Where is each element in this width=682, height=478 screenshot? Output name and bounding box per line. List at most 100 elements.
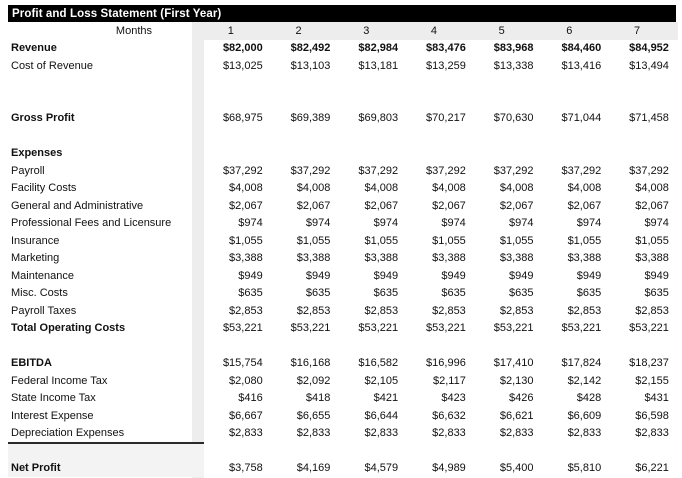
row-values: $3,388 $3,388 $3,388 $3,388 $3,388 $3,388 $3,3… [204, 250, 678, 268]
cell-month-6: $428 [576, 392, 602, 405]
row-values [204, 145, 678, 163]
cell-month-7: $431 [644, 392, 669, 405]
cell-month-2: $635 [305, 287, 331, 300]
cell-month-1: $37,292 [222, 164, 263, 177]
cell-month-5: $2,067 [499, 199, 534, 212]
cell-month-4: $2,833 [432, 427, 466, 440]
table-row: Net Profit $3,758 $4,169 $4,579 $4,989 $5,400… [8, 459, 678, 478]
cell-month-3: $16,582 [358, 357, 399, 370]
cell-month-6: $3,388 [567, 252, 602, 265]
row-values: $2,833 $2,833 $2,833 $2,833 $2,833 $2,833 $2,8… [204, 425, 678, 443]
month-header-6: 6 [566, 24, 573, 37]
cell-month-5: $2,130 [499, 374, 534, 387]
cell-month-4: $70,217 [426, 112, 466, 125]
cell-month-1: $2,833 [229, 427, 263, 440]
cell-month-2: $16,168 [290, 357, 331, 370]
table-row: Professional Fees and Licensure $974 $974 $… [8, 215, 678, 233]
row-label: Depreciation Expenses [11, 427, 125, 440]
row-values: $974 $974 $974 $974 $974 $974 $974 [204, 215, 678, 233]
statement-title: Profit and Loss Statement (First Year) [12, 7, 222, 20]
row-label: Misc. Costs [11, 287, 68, 300]
cell-month-5: $53,221 [493, 322, 534, 335]
cell-month-4: $635 [441, 287, 466, 300]
cell-month-1: $416 [238, 392, 263, 405]
cell-month-3: $2,853 [364, 304, 399, 317]
cell-month-1: $68,975 [222, 112, 263, 125]
table-row: Misc. Costs $635 $635 $635 $635 $635 $635 $635 [8, 285, 678, 303]
cell-month-3: $2,067 [364, 199, 399, 212]
cell-month-6: $2,142 [567, 374, 602, 387]
row-values: $2,853 $2,853 $2,853 $2,853 $2,853 $2,853 $2,8… [204, 302, 678, 320]
months-label: Months [115, 24, 152, 37]
cell-month-4: $83,476 [426, 42, 466, 55]
table-row: State Income Tax $416 $418 $421 $423 $426 $428… [8, 390, 678, 408]
cell-month-6: $2,833 [567, 427, 602, 440]
cell-month-5: $4,008 [499, 182, 534, 195]
cell-month-1: $3,758 [229, 462, 263, 475]
cell-month-6: $6,609 [567, 409, 602, 422]
cell-month-4: $53,221 [426, 322, 466, 335]
cell-month-2: $2,853 [296, 304, 331, 317]
cell-month-3: $4,008 [364, 182, 399, 195]
cell-month-4: $2,117 [432, 374, 466, 387]
cell-month-1: $2,067 [229, 199, 263, 212]
cell-month-3: $53,221 [358, 322, 399, 335]
row-values: $37,292 $37,292 $37,292 $37,292 $37,292 $37,2… [204, 162, 678, 180]
row-label: Expenses [11, 147, 63, 160]
cell-month-4: $13,259 [426, 59, 466, 72]
cell-month-3: $2,833 [364, 427, 399, 440]
cell-month-2: $13,103 [290, 59, 331, 72]
table-row: Depreciation Expenses $2,833 $2,833 $2,833 $… [8, 425, 678, 443]
table-row: Marketing $3,388 $3,388 $3,388 $3,388 $3,388 $… [8, 250, 678, 268]
cell-month-3: $6,644 [364, 409, 399, 422]
cell-month-7: $71,458 [629, 112, 669, 125]
cell-month-1: $2,080 [229, 374, 263, 387]
cell-month-5: $5,400 [499, 462, 534, 475]
cell-month-7: $635 [644, 287, 669, 300]
cell-month-4: $1,055 [432, 234, 466, 247]
cell-month-6: $635 [576, 287, 602, 300]
row-label: Insurance [11, 234, 60, 247]
cell-month-4: $974 [441, 217, 466, 230]
row-values: $15,754 $16,168 $16,582 $16,996 $17,410 $17,8… [204, 355, 678, 373]
cell-month-7: $3,388 [635, 252, 669, 265]
row-label: State Income Tax [11, 392, 96, 405]
cell-month-3: $635 [373, 287, 399, 300]
table-row: Expenses [8, 145, 678, 163]
blank-row-label [8, 92, 204, 110]
cell-month-4: $2,067 [432, 199, 466, 212]
cell-month-4: $949 [441, 269, 466, 282]
row-label: EBITDA [11, 357, 52, 370]
cell-month-7: $1,055 [635, 234, 669, 247]
cell-month-1: $1,055 [229, 234, 263, 247]
row-values: $3,758 $4,169 $4,579 $4,989 $5,400 $5,810 $6,2… [204, 460, 678, 478]
cell-month-6: $2,067 [567, 199, 602, 212]
cell-month-1: $4,008 [229, 182, 263, 195]
cell-month-5: $2,853 [499, 304, 534, 317]
blank-row [8, 92, 678, 110]
cell-month-5: $17,410 [493, 357, 534, 370]
row-values: $416 $418 $421 $423 $426 $428 $431 [204, 390, 678, 408]
cell-month-6: $53,221 [561, 322, 602, 335]
cell-month-5: $70,630 [493, 112, 534, 125]
row-label: Cost of Revenue [11, 59, 93, 72]
row-values [204, 337, 678, 355]
table-row: General and Administrative $2,067 $2,067 $2… [8, 197, 678, 215]
cell-month-7: $2,853 [635, 304, 669, 317]
cell-month-7: $18,237 [629, 357, 669, 370]
blank-row [8, 127, 678, 145]
cell-month-2: $418 [305, 392, 331, 405]
cell-month-4: $4,008 [432, 182, 466, 195]
row-label: Maintenance [11, 269, 74, 282]
cell-month-6: $2,853 [567, 304, 602, 317]
cell-month-2: $4,169 [296, 462, 331, 475]
cell-month-4: $6,632 [432, 409, 466, 422]
table-row: Payroll Taxes $2,853 $2,853 $2,853 $2,853 $2,… [8, 302, 678, 320]
row-values: $2,080 $2,092 $2,105 $2,117 $2,130 $2,142 $2,1… [204, 372, 678, 390]
row-values [204, 127, 678, 145]
month-header-3: 3 [363, 24, 370, 37]
cell-month-1: $635 [238, 287, 263, 300]
cell-month-3: $974 [373, 217, 399, 230]
